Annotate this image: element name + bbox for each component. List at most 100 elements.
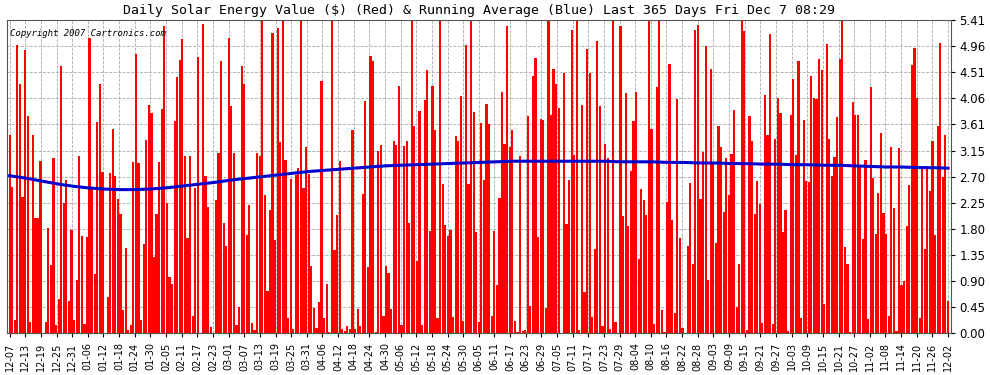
Bar: [702, 152, 704, 333]
Bar: [143, 244, 145, 333]
Bar: [941, 177, 943, 333]
Bar: [380, 145, 382, 333]
Bar: [797, 61, 800, 333]
Bar: [843, 247, 846, 333]
Bar: [45, 322, 47, 333]
Bar: [839, 59, 841, 333]
Bar: [135, 54, 137, 333]
Bar: [764, 95, 766, 333]
Bar: [37, 218, 39, 333]
Bar: [86, 237, 88, 333]
Bar: [771, 324, 774, 333]
Bar: [647, 21, 650, 333]
Bar: [774, 139, 776, 333]
Bar: [14, 320, 16, 333]
Bar: [710, 69, 712, 333]
Bar: [184, 156, 186, 333]
Bar: [575, 21, 578, 333]
Bar: [784, 210, 787, 333]
Bar: [315, 327, 318, 333]
Bar: [818, 59, 820, 333]
Bar: [282, 21, 284, 333]
Bar: [733, 110, 736, 333]
Bar: [326, 284, 328, 333]
Bar: [32, 135, 34, 333]
Bar: [753, 214, 755, 333]
Bar: [720, 147, 723, 333]
Bar: [658, 21, 660, 333]
Bar: [924, 249, 926, 333]
Bar: [782, 232, 784, 333]
Bar: [498, 198, 501, 333]
Bar: [524, 330, 527, 333]
Bar: [140, 320, 143, 333]
Bar: [800, 318, 802, 333]
Bar: [244, 84, 246, 333]
Bar: [48, 228, 50, 333]
Bar: [555, 84, 557, 333]
Bar: [342, 329, 344, 333]
Bar: [756, 181, 758, 333]
Bar: [194, 188, 196, 333]
Bar: [547, 21, 549, 333]
Bar: [424, 100, 426, 333]
Bar: [872, 178, 874, 333]
Bar: [919, 318, 921, 333]
Bar: [875, 234, 877, 333]
Bar: [266, 291, 268, 333]
Bar: [530, 306, 532, 333]
Bar: [55, 325, 57, 333]
Bar: [171, 284, 173, 333]
Bar: [823, 304, 826, 333]
Bar: [625, 93, 627, 333]
Bar: [940, 44, 941, 333]
Bar: [890, 147, 892, 333]
Bar: [197, 57, 199, 333]
Bar: [176, 76, 178, 333]
Bar: [120, 214, 122, 333]
Bar: [152, 257, 155, 333]
Bar: [223, 223, 225, 333]
Bar: [666, 202, 668, 333]
Bar: [914, 48, 916, 333]
Bar: [864, 160, 866, 333]
Bar: [514, 321, 516, 333]
Bar: [361, 194, 364, 333]
Bar: [83, 324, 85, 333]
Bar: [816, 99, 818, 333]
Bar: [537, 237, 540, 333]
Bar: [446, 236, 449, 333]
Bar: [238, 307, 241, 333]
Bar: [148, 105, 149, 333]
Bar: [160, 109, 162, 333]
Bar: [346, 326, 348, 333]
Bar: [604, 144, 606, 333]
Bar: [643, 200, 644, 333]
Bar: [792, 79, 794, 333]
Bar: [745, 330, 748, 333]
Bar: [295, 175, 297, 333]
Bar: [367, 267, 369, 333]
Bar: [470, 21, 472, 333]
Bar: [929, 191, 931, 333]
Bar: [189, 156, 191, 333]
Bar: [168, 278, 170, 333]
Bar: [117, 199, 119, 333]
Bar: [506, 26, 508, 333]
Bar: [728, 195, 730, 333]
Bar: [712, 162, 715, 333]
Bar: [292, 329, 294, 333]
Bar: [736, 308, 738, 333]
Bar: [501, 92, 503, 333]
Bar: [258, 156, 260, 333]
Bar: [726, 158, 728, 333]
Bar: [385, 266, 387, 333]
Bar: [390, 309, 392, 333]
Bar: [705, 46, 707, 333]
Bar: [452, 317, 454, 333]
Bar: [339, 161, 341, 333]
Bar: [612, 21, 614, 333]
Bar: [75, 280, 78, 333]
Bar: [274, 240, 276, 333]
Bar: [233, 153, 235, 333]
